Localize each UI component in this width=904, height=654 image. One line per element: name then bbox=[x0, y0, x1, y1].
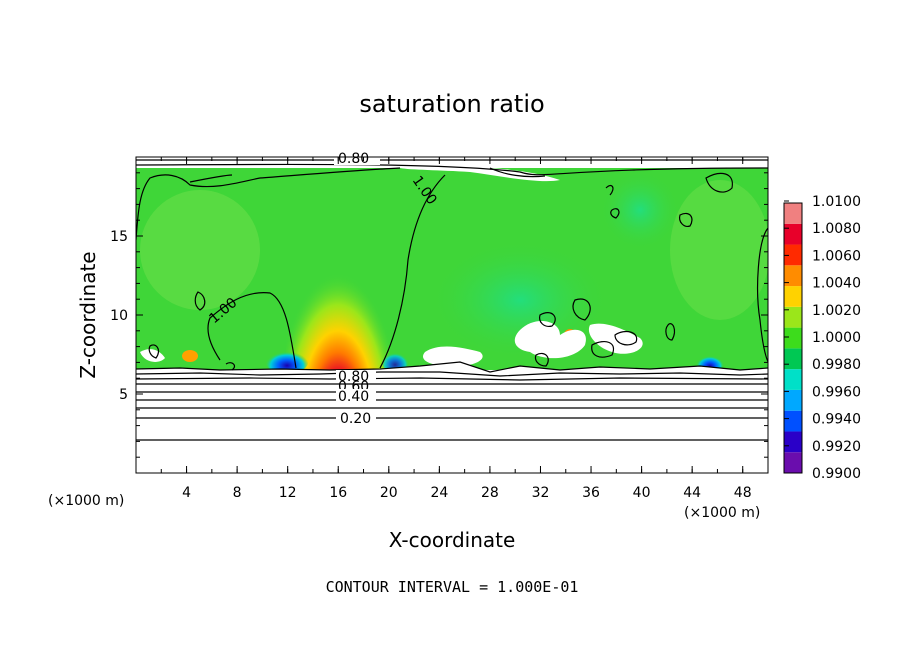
contour-line bbox=[136, 163, 768, 176]
colorbar-label: 1.0020 bbox=[812, 303, 861, 319]
contour-label: 0.20 bbox=[340, 411, 371, 427]
cloud-patch bbox=[422, 346, 483, 367]
colorbar-swatch bbox=[784, 431, 802, 453]
x-tick-label: 4 bbox=[182, 485, 191, 501]
contour-label: 0.80 bbox=[338, 369, 369, 385]
x-tick-label: 36 bbox=[582, 485, 600, 501]
contour-line bbox=[136, 371, 768, 377]
dry-pocket bbox=[381, 348, 409, 372]
y-tick-label: 5 bbox=[119, 387, 128, 403]
cyan-patch bbox=[430, 240, 610, 360]
colorbar-label: 1.0060 bbox=[812, 248, 861, 264]
colorbar-swatch bbox=[784, 286, 802, 307]
x-axis: 4 8 12 16 20 24 28 32 36 40 44 48 bbox=[160, 157, 752, 501]
colorbar-label: 1.0040 bbox=[812, 276, 861, 292]
colorbar-swatch bbox=[784, 369, 802, 390]
top-dry-strip bbox=[136, 157, 768, 168]
x-tick-label: 48 bbox=[734, 485, 752, 501]
contour-line bbox=[136, 377, 768, 381]
contour-line bbox=[225, 362, 236, 371]
cloud-patch bbox=[514, 320, 586, 359]
x-tick-label: 16 bbox=[329, 485, 347, 501]
contour-line bbox=[665, 323, 676, 341]
colorbar-label: 0.9940 bbox=[812, 412, 861, 428]
x-tick-label: 12 bbox=[279, 485, 297, 501]
contour-interval-note: CONTOUR INTERVAL = 1.000E-01 bbox=[326, 578, 579, 596]
contour-line bbox=[189, 174, 233, 183]
colorbar-label: 0.9920 bbox=[812, 439, 861, 455]
contour-label: 0.40 bbox=[338, 389, 369, 405]
x-tick-label: 32 bbox=[532, 485, 550, 501]
x-tick-label: 40 bbox=[633, 485, 651, 501]
y-tick-label: 15 bbox=[110, 229, 128, 245]
cyan-patch bbox=[600, 170, 680, 250]
plot-area bbox=[136, 157, 768, 473]
colorbar-label: 0.9980 bbox=[812, 357, 861, 373]
x-tick-label: 44 bbox=[683, 485, 701, 501]
x-unit-left: (×1000 m) bbox=[48, 493, 124, 509]
lighter-green-patch bbox=[670, 180, 768, 320]
x-tick-label: 28 bbox=[481, 485, 499, 501]
contour-line bbox=[605, 184, 614, 196]
contour-line bbox=[136, 361, 768, 373]
colorbar-swatch bbox=[784, 265, 802, 287]
contour-line bbox=[591, 341, 614, 358]
colorbar-swatch bbox=[784, 223, 802, 245]
colorbar-label: 1.0080 bbox=[812, 221, 861, 237]
dry-pocket bbox=[265, 346, 309, 374]
orange-pocket bbox=[182, 350, 198, 362]
colorbar-swatch bbox=[784, 452, 802, 473]
x-tick-label: 8 bbox=[233, 485, 242, 501]
colorbar-swatch bbox=[784, 410, 802, 432]
colorbar-label: 0.9960 bbox=[812, 384, 861, 400]
contour-line bbox=[705, 172, 733, 193]
x-unit-right: (×1000 m) bbox=[684, 505, 760, 521]
y-axis: 5 10 15 bbox=[110, 172, 768, 458]
colorbar-swatch bbox=[784, 327, 802, 349]
contour-line bbox=[679, 212, 693, 227]
contour-label: 0.80 bbox=[338, 151, 369, 167]
colorbar-swatch bbox=[784, 389, 802, 411]
colorbar: 1.0100 1.0080 1.0060 1.0040 1.0020 1.0000 0.99… bbox=[783, 194, 861, 482]
colorbar-swatch bbox=[784, 306, 802, 328]
colorbar-label: 1.0100 bbox=[812, 194, 861, 210]
contour-line bbox=[534, 352, 549, 367]
colorbar-swatch bbox=[784, 348, 802, 370]
contour-line bbox=[136, 167, 401, 241]
contour-line bbox=[207, 292, 297, 369]
contour-line bbox=[614, 330, 638, 346]
contour-line bbox=[379, 174, 446, 369]
contour-line bbox=[539, 312, 556, 327]
colorbar-frame bbox=[783, 202, 803, 474]
x-tick-label: 24 bbox=[430, 485, 448, 501]
contours bbox=[136, 159, 768, 441]
colorbar-label: 0.9900 bbox=[812, 466, 861, 482]
contour-line bbox=[572, 298, 591, 321]
contour-line bbox=[610, 208, 620, 219]
colorbar-swatch bbox=[784, 203, 802, 224]
contour-line bbox=[148, 344, 160, 359]
y-axis-label: Z-coordinate bbox=[76, 251, 100, 378]
lighter-green-patch bbox=[140, 190, 260, 310]
x-tick-label: 20 bbox=[380, 485, 398, 501]
top-cloud bbox=[400, 166, 560, 182]
contour-line bbox=[757, 227, 768, 363]
contour-line bbox=[194, 291, 206, 311]
x-axis-label: X-coordinate bbox=[389, 528, 516, 552]
colorbar-swatch bbox=[784, 244, 802, 266]
colorbar-label: 1.0000 bbox=[812, 330, 861, 346]
chart-title: saturation ratio bbox=[359, 90, 544, 118]
contour-line bbox=[489, 167, 546, 178]
y-tick-label: 10 bbox=[110, 308, 128, 324]
